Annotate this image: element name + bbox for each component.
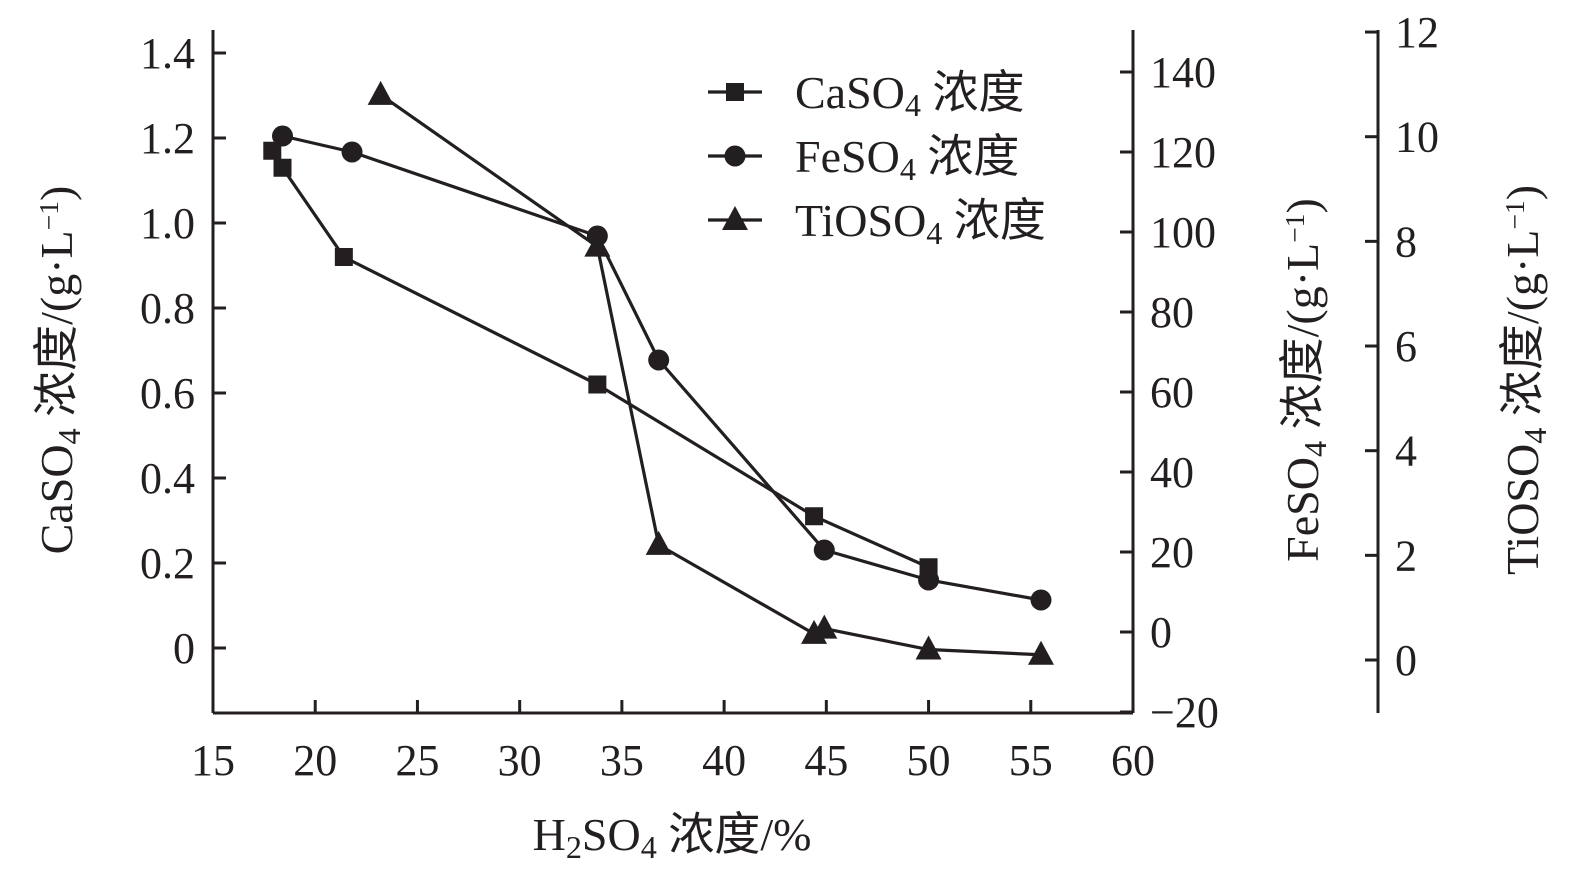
x-tick-label: 60	[1111, 736, 1155, 785]
middle-y-axis-title: FeSO4 浓度/(g·L−1)	[1277, 198, 1333, 562]
left-y-tick-label: 0.4	[140, 454, 195, 503]
data-point-circle	[813, 539, 835, 561]
data-point-square	[263, 141, 282, 160]
x-tick-label: 15	[191, 736, 235, 785]
left-y-tick-label: 1.0	[140, 199, 195, 248]
legend-label: TiOSO4 浓度	[795, 195, 1046, 251]
right-y-tick-label: 10	[1395, 113, 1439, 162]
middle-y-tick-label: 80	[1150, 288, 1194, 337]
left-y-tick-label: 1.4	[140, 29, 195, 78]
x-tick-label: 35	[600, 736, 644, 785]
data-point-triangle	[1028, 640, 1054, 665]
data-point-triangle	[584, 232, 611, 257]
data-point-square	[805, 507, 824, 526]
data-point-circle	[341, 141, 363, 163]
legend-label: FeSO4 浓度	[795, 131, 1019, 187]
x-tick-label: 30	[498, 736, 542, 785]
x-axis-title: H2SO4 浓度/%	[533, 809, 812, 865]
middle-y-tick-label: 60	[1150, 368, 1194, 417]
data-point-circle	[918, 569, 940, 591]
data-point-triangle	[645, 530, 672, 555]
left-y-axis-title: CaSO4 浓度/(g·L−1)	[31, 186, 87, 555]
x-tick-label: 50	[907, 736, 951, 785]
right-y-tick-label: 6	[1395, 322, 1417, 371]
data-point-square	[334, 248, 353, 266]
data-point-triangle	[367, 80, 394, 105]
left-y-tick-label: 0	[173, 624, 195, 673]
right-y-tick-label: 2	[1395, 531, 1417, 580]
data-point-circle	[272, 125, 294, 147]
data-point-square	[588, 375, 607, 394]
middle-y-tick-label: 20	[1150, 528, 1194, 577]
data-point-circle	[1030, 589, 1052, 611]
middle-y-tick-label: 0	[1150, 608, 1172, 657]
right-y-tick-label: 4	[1395, 427, 1417, 476]
middle-y-tick-label: −20	[1150, 688, 1219, 737]
legend-marker-triangle	[722, 206, 748, 230]
x-tick-label: 20	[293, 736, 337, 785]
legend-item: FeSO4 浓度	[708, 131, 1019, 187]
right-y-tick-label: 8	[1395, 217, 1417, 266]
data-point-circle	[648, 349, 670, 371]
legend-item: TiOSO4 浓度	[708, 195, 1046, 251]
x-tick-label: 25	[395, 736, 439, 785]
right-y-axis-title: TiOSO4 浓度/(g·L−1)	[1497, 185, 1553, 575]
middle-y-tick-label: 120	[1150, 128, 1216, 177]
legend-item: CaSO4 浓度	[708, 67, 1025, 123]
data-point-square	[273, 158, 292, 177]
middle-y-tick-label: 140	[1150, 48, 1216, 97]
x-tick-label: 45	[804, 736, 848, 785]
x-tick-label: 55	[1009, 736, 1053, 785]
legend-marker-circle	[724, 145, 746, 167]
data-point-triangle	[915, 635, 942, 660]
right-y-tick-label: 12	[1395, 8, 1439, 57]
left-y-tick-label: 0.8	[140, 284, 195, 333]
legend-label: CaSO4 浓度	[795, 67, 1025, 123]
right-y-tick-label: 0	[1395, 636, 1417, 685]
data-point-triangle	[811, 614, 838, 639]
left-y-tick-label: 0.2	[140, 539, 195, 588]
x-tick-label: 40	[702, 736, 746, 785]
middle-y-tick-label: 100	[1150, 208, 1216, 257]
left-y-tick-label: 1.2	[140, 114, 195, 163]
middle-y-tick-label: 40	[1150, 448, 1194, 497]
legend-marker-square	[726, 83, 744, 101]
left-y-tick-label: 0.6	[140, 369, 195, 418]
